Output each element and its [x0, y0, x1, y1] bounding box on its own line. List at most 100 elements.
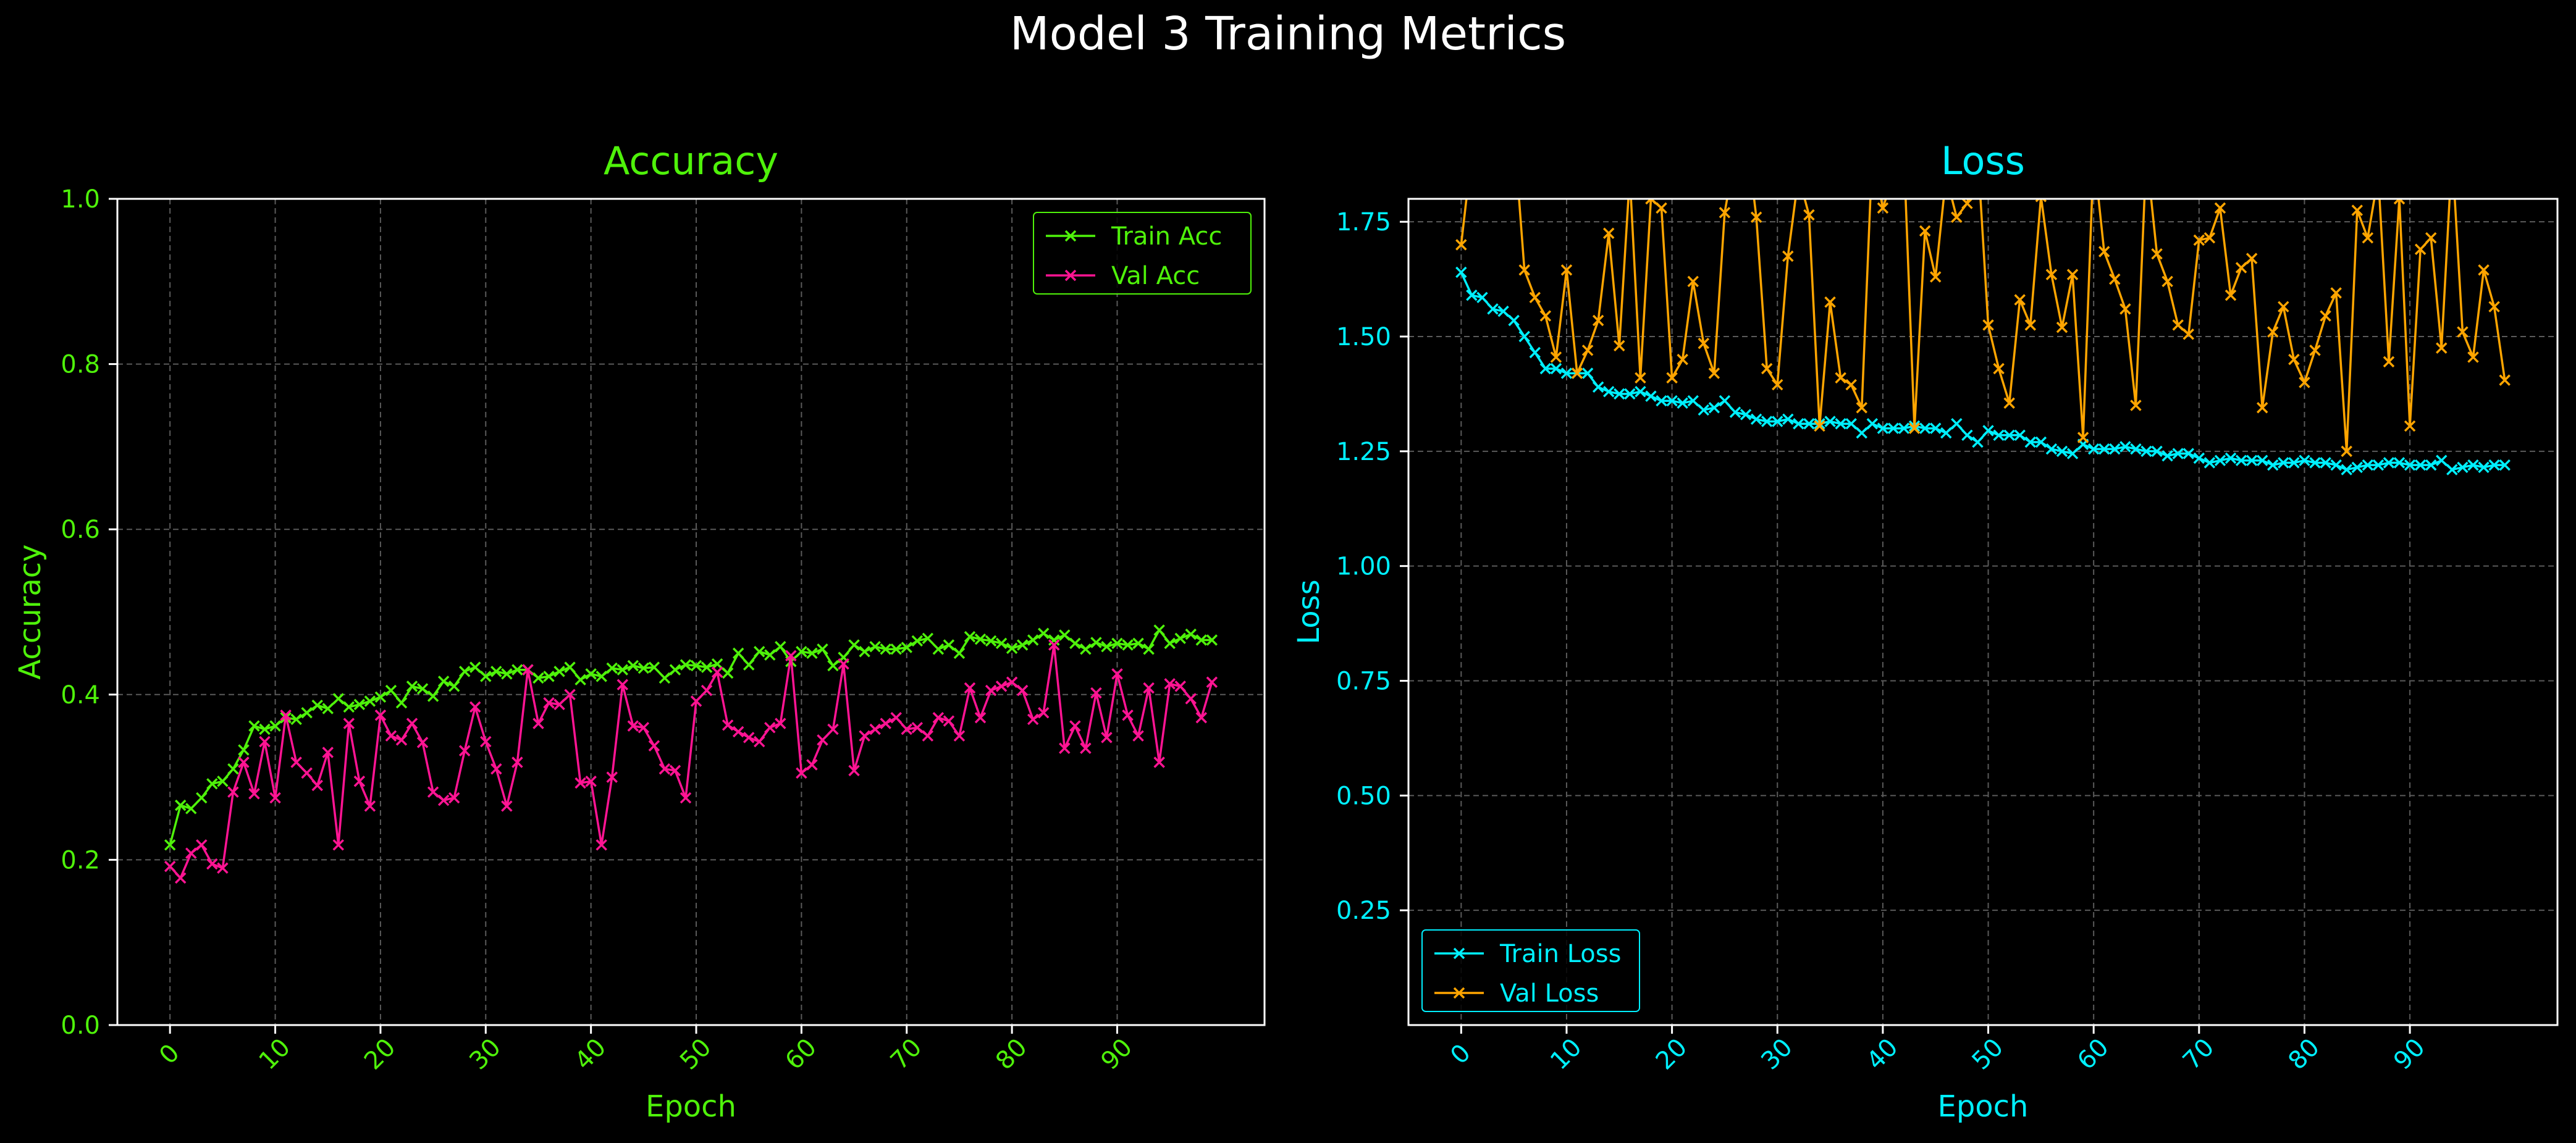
data-point-marker — [669, 664, 681, 676]
y-axis-label: Loss — [1292, 579, 1326, 644]
legend-label: Val Acc — [1111, 262, 1200, 290]
data-point-marker — [1497, 305, 1509, 317]
data-point-marker — [827, 659, 839, 672]
data-point-marker — [416, 683, 429, 695]
data-point-marker — [269, 720, 281, 732]
data-point-marker — [1877, 422, 1889, 434]
data-point-marker — [974, 712, 987, 724]
data-point-marker — [406, 718, 418, 729]
data-point-marker — [680, 659, 692, 671]
data-point-marker — [2003, 429, 2015, 442]
data-point-marker — [1132, 730, 1144, 742]
data-point-marker — [458, 666, 471, 677]
data-point-marker — [196, 839, 208, 851]
data-point-marker — [2499, 374, 2511, 386]
data-point-marker — [880, 718, 891, 729]
data-point-marker — [248, 720, 260, 732]
series-group — [1455, 199, 2511, 475]
data-point-marker — [2214, 454, 2226, 466]
data-point-marker — [817, 643, 828, 655]
data-point-marker — [2235, 454, 2247, 466]
data-point-marker — [469, 701, 481, 713]
data-point-marker — [374, 691, 387, 703]
data-point-marker — [690, 659, 702, 672]
loss-chart-panel: 0 10 20 30 40 50 60 70 80 900.250.500.751.001.251… — [1292, 138, 2559, 1124]
data-point-marker — [2478, 264, 2490, 276]
data-point-marker — [796, 767, 807, 779]
y-tick-label: 1.75 — [1336, 208, 1391, 237]
data-point-marker — [343, 718, 355, 729]
data-point-marker — [1835, 372, 1846, 384]
data-point-marker — [2003, 397, 2015, 409]
data-point-marker — [332, 839, 345, 851]
data-point-marker — [1740, 409, 1752, 421]
data-point-marker — [2193, 452, 2205, 464]
data-point-marker — [701, 684, 713, 697]
data-point-marker — [2151, 445, 2163, 458]
data-point-marker — [2098, 443, 2110, 455]
data-point-marker — [2267, 459, 2279, 471]
data-point-marker — [1772, 379, 1783, 391]
data-point-marker — [311, 779, 323, 792]
data-point-marker — [869, 723, 881, 735]
data-point-marker — [1656, 395, 1667, 407]
axes-frame — [116, 198, 1266, 1026]
data-point-marker — [1824, 296, 1836, 308]
data-point-marker — [1006, 642, 1018, 655]
data-point-marker — [196, 792, 208, 804]
data-point-marker — [690, 695, 702, 707]
data-point-marker — [1153, 756, 1165, 768]
data-point-marker — [2119, 441, 2131, 453]
y-tick-label: 0.6 — [61, 516, 100, 544]
y-tick-label: 0.0 — [61, 1011, 100, 1040]
data-point-marker — [2256, 454, 2268, 466]
legend-swatch-marker — [1453, 987, 1465, 999]
data-point-marker — [2014, 294, 2026, 306]
data-point-marker — [501, 668, 513, 680]
data-point-marker — [1708, 401, 1720, 414]
data-point-marker — [995, 680, 1008, 692]
data-point-marker — [2383, 356, 2395, 368]
data-point-marker — [1793, 417, 1804, 430]
data-point-marker — [964, 630, 976, 643]
data-point-marker — [353, 698, 366, 711]
data-point-marker — [1185, 628, 1197, 640]
data-point-marker — [1059, 629, 1071, 641]
data-point-marker — [2056, 445, 2068, 458]
data-point-marker — [911, 635, 924, 647]
data-point-marker — [1687, 275, 1699, 288]
data-point-marker — [1877, 202, 1889, 214]
data-point-marker — [164, 839, 176, 851]
data-point-marker — [1919, 225, 1931, 237]
data-point-marker — [1090, 687, 1102, 699]
data-point-marker — [869, 640, 881, 653]
series-line-train-loss — [1460, 272, 2505, 471]
data-point-marker — [2172, 319, 2184, 331]
data-point-marker — [1560, 367, 1573, 379]
data-point-marker — [627, 659, 639, 672]
data-point-marker — [1539, 362, 1552, 375]
data-point-marker — [2299, 454, 2310, 466]
data-point-marker — [1466, 289, 1478, 301]
data-point-marker — [1143, 643, 1155, 655]
data-point-marker — [1206, 634, 1218, 646]
data-point-marker — [1518, 264, 1530, 276]
data-point-marker — [2203, 232, 2216, 244]
data-point-marker — [732, 726, 744, 738]
x-axis-label: Epoch — [1938, 1089, 2029, 1124]
data-point-marker — [1006, 676, 1018, 688]
data-point-marker — [743, 659, 755, 671]
data-point-marker — [1708, 367, 1720, 379]
data-point-marker — [596, 671, 607, 682]
data-point-marker — [1016, 684, 1029, 697]
data-point-marker — [1059, 742, 1071, 755]
data-point-marker — [1185, 693, 1197, 705]
data-point-marker — [1961, 199, 1973, 209]
data-point-marker — [890, 712, 902, 724]
data-point-marker — [659, 763, 671, 775]
data-point-marker — [1898, 422, 1910, 434]
data-point-marker — [575, 674, 586, 685]
data-point-marker — [511, 756, 523, 768]
data-point-marker — [2341, 464, 2352, 475]
